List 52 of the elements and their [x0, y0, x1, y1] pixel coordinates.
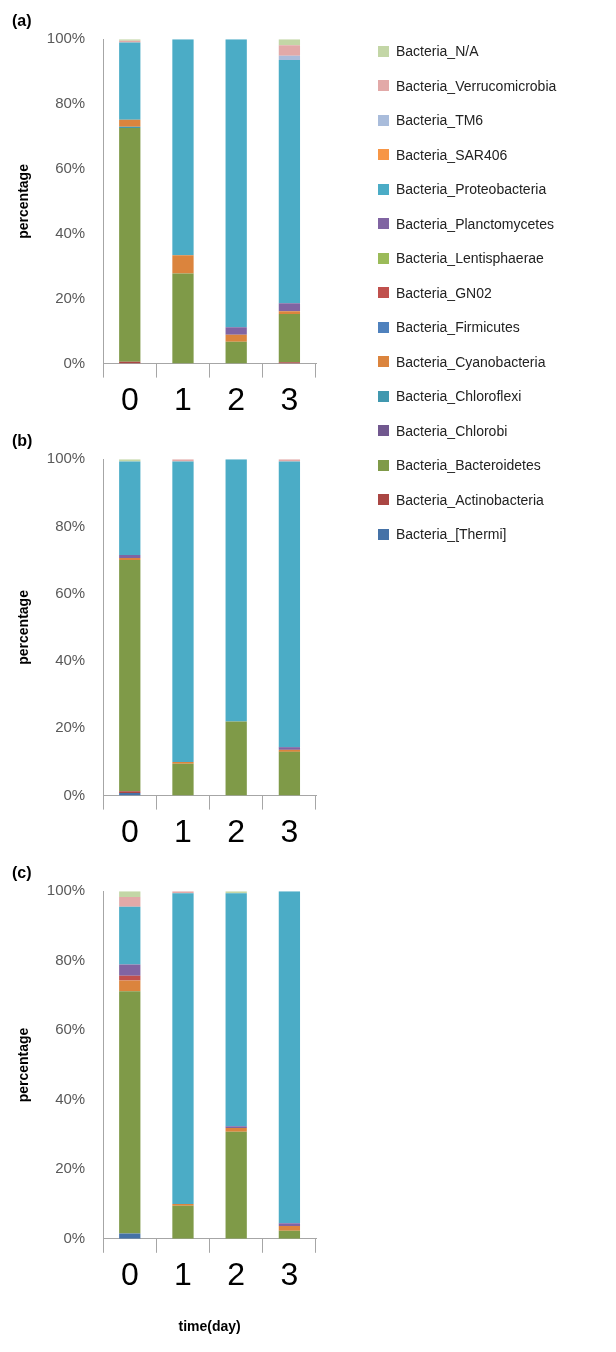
y-tick-label: 60% [55, 1020, 86, 1038]
y-tick-label: 40% [55, 1089, 86, 1107]
legend-label: Bacteria_Firmicutes [396, 319, 520, 336]
legend-label: Bacteria_Cyanobacteria [396, 353, 546, 370]
legend-label: Bacteria_[Thermi] [396, 526, 507, 543]
chart-title: (c) [12, 864, 32, 882]
x-axis-title: time(day) [178, 1318, 241, 1335]
y-tick-label: 0% [63, 353, 86, 371]
y-tick-label: 100% [46, 881, 86, 899]
x-tick-label: 1 [174, 380, 192, 417]
y-axis-title: percentage [15, 589, 32, 665]
x-tick-label: 0 [120, 380, 139, 417]
legend-label: Bacteria_Bacteroidetes [396, 457, 541, 474]
x-tick-label: 0 [120, 812, 139, 849]
x-tick-label: 1 [174, 1255, 192, 1292]
y-tick-label: 60% [55, 159, 86, 177]
y-axis-title: percentage [15, 163, 32, 239]
y-tick-label: 20% [55, 1159, 86, 1177]
legend-label: Bacteria_GN02 [396, 284, 492, 301]
legend-label: Bacteria_Lentisphaerae [396, 250, 544, 267]
y-tick-label: 80% [55, 950, 86, 968]
x-tick-label: 2 [227, 380, 246, 417]
x-tick-label: 2 [227, 1255, 246, 1292]
x-tick-label: 3 [280, 1255, 299, 1292]
legend-label: Bacteria_Actinobacteria [396, 491, 544, 508]
chart-title: (b) [12, 432, 33, 450]
y-tick-label: 100% [46, 29, 86, 47]
x-tick-label: 3 [280, 812, 299, 849]
legend-label: Bacteria_N/A [396, 43, 479, 60]
y-tick-label: 80% [55, 516, 86, 534]
y-tick-label: 100% [46, 449, 86, 467]
legend-label: Bacteria_Proteobacteria [396, 181, 547, 198]
y-tick-label: 20% [55, 718, 86, 736]
x-tick-label: 0 [120, 1255, 139, 1292]
x-tick-label: 1 [174, 812, 192, 849]
legend-label: Bacteria_Verrucomicrobia [396, 77, 557, 94]
x-tick-label: 3 [280, 380, 299, 417]
y-tick-label: 60% [55, 583, 86, 601]
legend-label: Bacteria_Planctomycetes [396, 215, 554, 232]
y-tick-label: 20% [55, 288, 86, 306]
legend-label: Bacteria_Chloroflexi [396, 388, 522, 405]
y-tick-label: 0% [63, 1228, 86, 1246]
y-tick-label: 40% [55, 651, 86, 669]
y-axis-title: percentage [15, 1027, 32, 1103]
legend-label: Bacteria_TM6 [396, 112, 484, 129]
y-tick-label: 0% [63, 785, 86, 803]
chart-title: (a) [12, 12, 32, 30]
y-tick-label: 80% [55, 94, 86, 112]
legend-label: Bacteria_SAR406 [396, 146, 508, 163]
y-tick-label: 40% [55, 223, 86, 241]
legend-label: Bacteria_Chlorobi [396, 422, 508, 439]
x-tick-label: 2 [227, 812, 246, 849]
